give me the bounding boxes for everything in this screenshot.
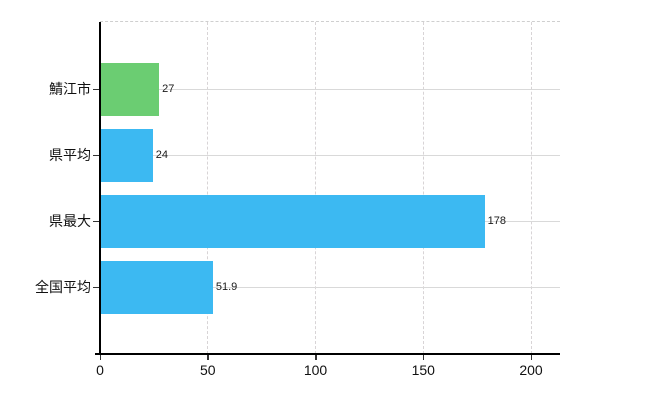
x-tick-label: 0 — [96, 362, 104, 378]
bar-value-label: 51.9 — [215, 281, 238, 293]
category-label: 県最大 — [49, 213, 91, 229]
x-tick-mark — [207, 355, 209, 360]
x-tick-label: 100 — [303, 362, 328, 378]
y-tick-mark — [93, 286, 100, 288]
bar-value-label: 178 — [487, 215, 506, 227]
plot-top-border — [100, 21, 560, 22]
category-gridline — [100, 88, 560, 90]
x-tick-label: 50 — [199, 362, 216, 378]
category-label: 鯖江市 — [49, 81, 91, 97]
bar-value-label: 24 — [155, 149, 168, 161]
x-tick-label: 200 — [519, 362, 543, 378]
y-tick-mark — [93, 220, 100, 222]
x-gridline — [207, 22, 209, 354]
bar-value-label: 27 — [162, 83, 175, 95]
x-axis-line — [95, 353, 560, 355]
y-tick-mark — [93, 88, 100, 90]
x-gridline — [530, 22, 532, 354]
x-tick-mark — [422, 355, 425, 360]
x-tick-mark — [99, 355, 101, 360]
bar — [101, 194, 485, 248]
category-gridline — [100, 286, 560, 288]
x-tick-label: 150 — [411, 362, 435, 378]
category-gridline — [100, 154, 560, 156]
x-gridline — [315, 22, 316, 354]
bar — [101, 128, 153, 182]
category-label: 全国平均 — [35, 279, 91, 295]
bar — [101, 62, 160, 116]
x-gridline — [422, 22, 424, 354]
x-tick-mark — [315, 355, 317, 360]
bar — [101, 260, 213, 314]
y-axis-line — [99, 22, 101, 354]
category-label: 県平均 — [49, 147, 91, 163]
x-tick-mark — [530, 355, 532, 360]
y-tick-mark — [93, 154, 100, 156]
